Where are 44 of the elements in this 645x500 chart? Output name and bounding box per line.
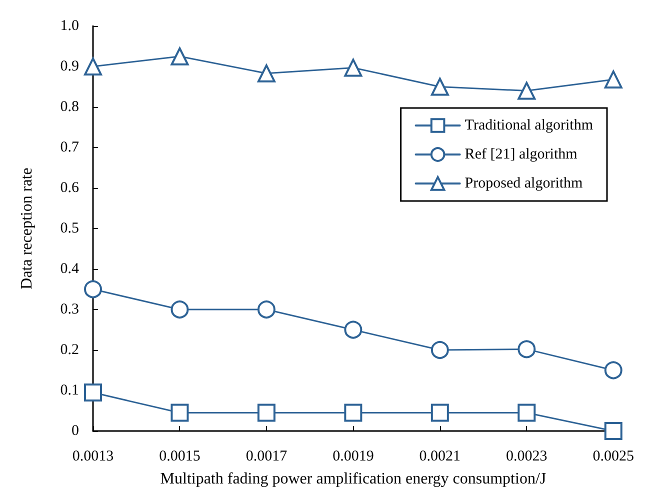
point bbox=[430, 78, 449, 96]
x-tick-label: 0.0023 bbox=[506, 448, 548, 464]
x-tick-label: 0.0019 bbox=[332, 448, 374, 464]
point bbox=[604, 361, 622, 380]
y-axis-title: Data reception rate bbox=[18, 168, 36, 290]
point bbox=[344, 404, 362, 422]
point bbox=[84, 280, 102, 298]
point bbox=[84, 384, 102, 402]
point bbox=[344, 320, 362, 339]
point bbox=[257, 404, 276, 422]
legend-label: Proposed algorithm bbox=[464, 176, 584, 192]
y-tick-label: 0.2 bbox=[60, 342, 79, 358]
point bbox=[518, 340, 536, 358]
x-tick-label: 0.0015 bbox=[159, 448, 200, 464]
y-tick-label: 0.4 bbox=[60, 261, 80, 277]
y-tick-label: 0.9 bbox=[60, 58, 79, 74]
point bbox=[518, 82, 536, 100]
x-tick-label: 0.0017 bbox=[246, 448, 288, 464]
y-tick-label: 0.6 bbox=[60, 180, 80, 196]
point bbox=[170, 300, 189, 318]
y-tick-label: 0.5 bbox=[60, 220, 79, 236]
point bbox=[604, 70, 622, 88]
y-tick-label: 1.0 bbox=[60, 18, 79, 34]
legend-label: Ref [21] algorithm bbox=[464, 146, 578, 162]
point bbox=[344, 58, 362, 77]
point bbox=[257, 300, 276, 318]
y-tick-label: 0.1 bbox=[60, 382, 79, 398]
x-tick-label: 0.0013 bbox=[72, 448, 114, 464]
point bbox=[604, 422, 622, 440]
point bbox=[430, 341, 449, 359]
y-tick-label: 0.3 bbox=[60, 302, 79, 318]
point bbox=[170, 47, 189, 66]
point bbox=[170, 404, 189, 422]
point bbox=[257, 64, 276, 82]
legend-label: Traditional algorithm bbox=[464, 118, 594, 134]
y-tick-label: 0 bbox=[72, 423, 79, 439]
y-tick-label: 0.8 bbox=[60, 99, 79, 115]
point bbox=[84, 58, 102, 76]
point bbox=[518, 404, 536, 422]
y-tick-label: 0.7 bbox=[60, 140, 80, 156]
x-tick-label: 0.0025 bbox=[592, 448, 634, 464]
x-tick-label: 0.0021 bbox=[419, 448, 461, 464]
point bbox=[430, 404, 449, 422]
x-axis-title: Multipath fading power amplification energy consumption/J bbox=[160, 470, 546, 488]
